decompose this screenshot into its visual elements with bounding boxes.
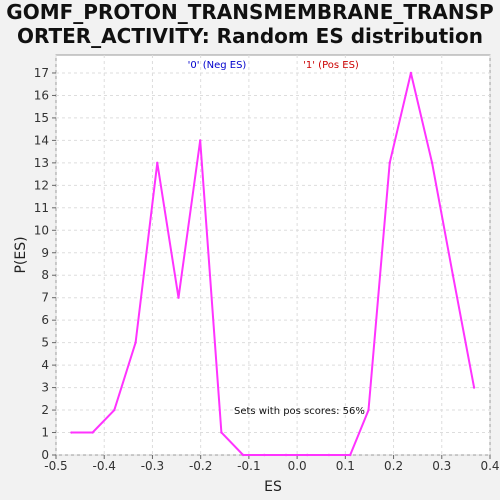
data-point <box>263 453 266 457</box>
y-tick-label: 15 <box>34 111 49 125</box>
y-tick-label: 7 <box>41 291 49 305</box>
x-tick-label: 0.1 <box>336 459 355 473</box>
y-tick-label: 10 <box>34 223 49 237</box>
data-point <box>70 431 73 434</box>
y-tick-label: 1 <box>41 426 49 440</box>
x-tick-label: -0.5 <box>44 459 67 473</box>
y-tick-label: 9 <box>41 246 49 260</box>
data-point <box>472 386 476 389</box>
data-point <box>134 341 137 344</box>
x-tick-label: 0.4 <box>480 459 499 473</box>
legend-label-pos: '1' (Pos ES) <box>303 60 359 71</box>
data-point <box>198 139 202 142</box>
annotation-pos-scores: Sets with pos scores: 56% <box>234 406 365 417</box>
y-tick-label: 14 <box>34 133 49 147</box>
chart-title-line-2: ORTER_ACTIVITY: Random ES distribution <box>16 24 484 48</box>
data-point <box>451 274 455 277</box>
series-line <box>71 72 476 456</box>
x-axis-label: ES <box>264 479 282 495</box>
data-point <box>241 453 245 457</box>
legend-label-neg: '0' (Neg ES) <box>188 60 247 71</box>
y-tick-label: 6 <box>41 313 49 327</box>
data-point <box>306 453 309 457</box>
chart-title: GOMF_PROTON_TRANSMEMBRANE_TRANSP ORTER_A… <box>0 0 500 48</box>
axes: -0.5 -0.4 -0.3 -0.2 -0.1 0.0 0.1 0.2 0.3 0.401234… <box>34 66 500 473</box>
y-tick-label: 3 <box>41 381 49 395</box>
x-tick-label: 0.3 <box>432 459 451 473</box>
data-point <box>388 161 391 165</box>
y-tick-label: 4 <box>41 358 49 372</box>
plot-area <box>55 54 491 456</box>
data-point <box>220 431 223 434</box>
x-tick-label: -0.1 <box>237 459 260 473</box>
y-tick-label: 13 <box>34 156 49 170</box>
x-tick-label: -0.3 <box>141 459 164 473</box>
y-tick-label: 12 <box>34 178 49 192</box>
x-tick-label: 0.0 <box>288 459 307 473</box>
grid <box>55 55 491 456</box>
y-tick-label: 2 <box>41 403 49 417</box>
y-tick-label: 5 <box>41 336 49 350</box>
y-tick-label: 16 <box>34 88 49 102</box>
y-axis-label: P(ES) <box>13 236 29 273</box>
data-point <box>348 453 352 457</box>
x-tick-label: 0.2 <box>384 459 403 473</box>
data-point <box>113 408 116 412</box>
x-tick-label: -0.2 <box>189 459 212 473</box>
y-tick-label: 11 <box>34 201 49 215</box>
data-point <box>327 453 331 457</box>
series <box>70 71 476 457</box>
data-point <box>91 431 94 434</box>
data-point <box>284 453 288 457</box>
chart-title-line-1: GOMF_PROTON_TRANSMEMBRANE_TRANSP <box>6 0 494 24</box>
y-tick-label: 0 <box>41 448 49 462</box>
data-point <box>367 408 370 412</box>
data-point <box>409 71 413 75</box>
data-point <box>430 161 434 165</box>
data-point <box>177 296 180 299</box>
x-tick-label: -0.4 <box>93 459 116 473</box>
y-tick-label: 8 <box>41 268 49 282</box>
data-point <box>156 161 159 165</box>
y-tick-label: 17 <box>34 66 49 80</box>
